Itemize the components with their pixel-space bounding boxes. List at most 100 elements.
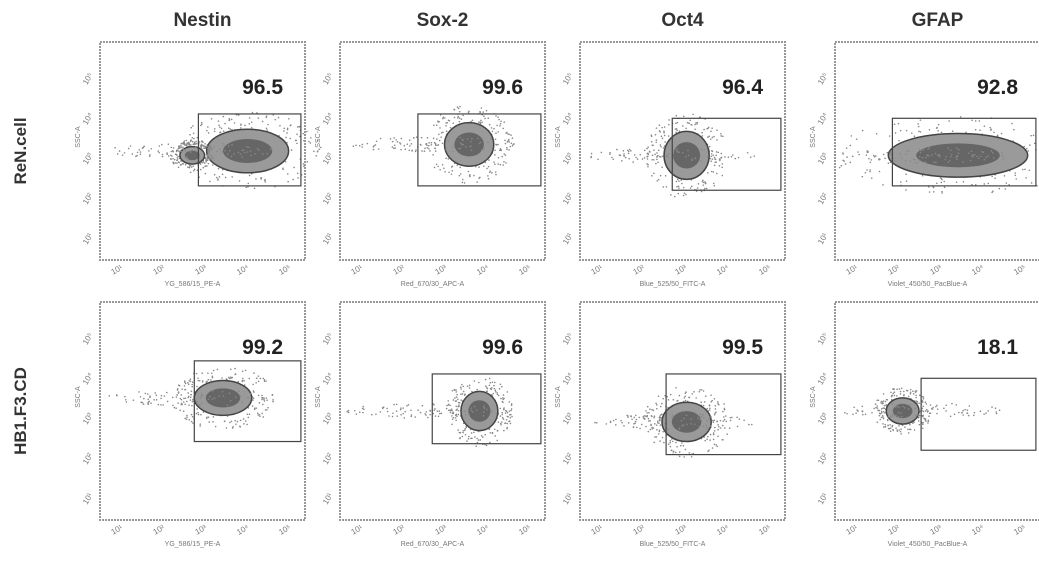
event-dot	[919, 119, 922, 121]
event-dot	[182, 401, 185, 403]
x-tick-label: 10³	[433, 523, 448, 537]
event-dot	[189, 133, 191, 136]
event-dot	[434, 147, 436, 150]
event-dot	[433, 141, 436, 144]
event-dot	[239, 127, 242, 129]
event-dot	[196, 400, 199, 403]
event-dot	[717, 424, 719, 426]
event-dot	[471, 137, 473, 140]
event-dot	[192, 398, 194, 401]
event-dot	[501, 411, 503, 414]
event-dot	[974, 184, 977, 186]
event-dot	[893, 160, 896, 162]
event-dot	[844, 163, 847, 165]
x-tick-label: 10⁴	[475, 263, 491, 277]
y-tick-label: 10²	[81, 191, 95, 206]
event-dot	[432, 153, 434, 156]
event-dot	[505, 162, 507, 164]
gate-percent: 18.1	[977, 336, 1018, 359]
event-dot	[668, 119, 670, 121]
event-dot	[707, 126, 710, 129]
event-dot	[915, 394, 917, 397]
event-dot	[928, 415, 930, 417]
event-dot	[895, 395, 898, 397]
event-dot	[201, 402, 203, 404]
event-dot	[315, 155, 318, 157]
y-axis-label: SSC-A	[810, 126, 817, 148]
event-dot	[706, 438, 708, 441]
event-dot	[211, 375, 214, 378]
event-dot	[208, 150, 211, 152]
event-dot	[455, 391, 458, 393]
event-dot	[158, 145, 161, 147]
event-dot	[436, 144, 438, 147]
event-dot	[183, 144, 186, 146]
x-tick-label: 10²	[391, 263, 406, 277]
event-dot	[920, 149, 923, 152]
event-dot	[234, 419, 236, 422]
event-dot	[876, 399, 878, 402]
event-dot	[882, 407, 884, 409]
event-dot	[714, 426, 716, 429]
event-dot	[136, 154, 138, 157]
event-dot	[710, 130, 712, 133]
event-dot	[285, 136, 287, 139]
x-tick-label: 10²	[391, 523, 406, 537]
event-dot	[675, 180, 678, 183]
event-dot	[149, 396, 151, 399]
event-dot	[669, 445, 672, 448]
event-dot	[184, 417, 186, 420]
x-tick-label: 10³	[928, 263, 943, 277]
event-dot	[678, 455, 681, 458]
event-dot	[713, 398, 716, 400]
event-dot	[186, 416, 188, 418]
event-dot	[199, 124, 202, 127]
event-dot	[490, 138, 492, 140]
event-dot	[945, 155, 947, 158]
event-dot	[240, 124, 242, 126]
event-dot	[711, 447, 714, 449]
x-tick-label: 10⁵	[277, 523, 292, 537]
event-dot	[221, 377, 223, 379]
event-dot	[208, 153, 211, 155]
event-dot	[882, 400, 885, 402]
event-dot	[730, 155, 733, 158]
event-dot	[192, 169, 195, 172]
event-dot	[494, 391, 497, 393]
event-dot	[722, 135, 724, 138]
event-dot	[246, 413, 249, 416]
event-dot	[907, 408, 910, 410]
event-dot	[712, 432, 715, 434]
event-dot	[936, 182, 938, 185]
event-dot	[655, 141, 658, 144]
column-header: Nestin	[173, 10, 231, 31]
event-dot	[393, 147, 395, 150]
event-dot	[503, 153, 506, 155]
event-dot	[981, 150, 983, 153]
event-dot	[299, 125, 301, 128]
event-dot	[409, 145, 411, 147]
event-dot	[676, 445, 678, 448]
event-dot	[243, 379, 245, 382]
event-dot	[843, 160, 845, 162]
event-dot	[504, 412, 507, 414]
event-dot	[717, 151, 720, 154]
event-dot	[248, 117, 251, 119]
event-dot	[426, 147, 429, 149]
event-dot	[494, 389, 497, 392]
event-dot	[630, 415, 632, 418]
event-dot	[191, 140, 194, 143]
event-dot	[924, 410, 927, 412]
event-dot	[470, 120, 472, 123]
event-dot	[253, 407, 256, 409]
event-dot	[926, 154, 929, 156]
event-dot	[676, 148, 678, 150]
event-dot	[992, 152, 994, 154]
event-dot	[187, 143, 190, 145]
event-dot	[991, 175, 993, 178]
event-dot	[503, 429, 505, 432]
event-dot	[456, 393, 458, 396]
event-dot	[207, 162, 210, 165]
event-dot	[633, 423, 635, 425]
x-axis-label: Violet_450/50_PacBlue-A	[888, 281, 968, 288]
